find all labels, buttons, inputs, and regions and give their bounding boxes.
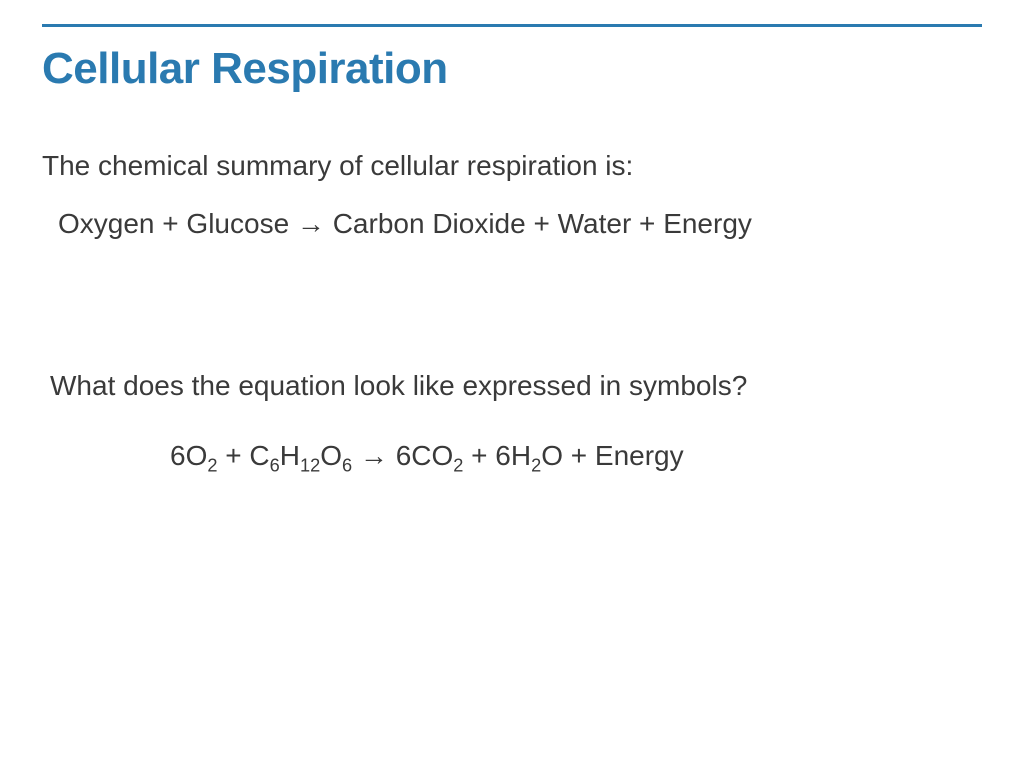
- formula-tail: O + Energy: [541, 440, 683, 471]
- symbol-equation: 6O2 + C6H12O6 → 6CO2 + 6H2O + Energy: [170, 440, 684, 472]
- subscript: 2: [453, 456, 463, 476]
- plus-sign: +: [155, 208, 187, 239]
- product-energy: Energy: [663, 208, 752, 239]
- word-equation: Oxygen + Glucose → Carbon Dioxide + Wate…: [58, 208, 752, 240]
- formula-glucose-c: + C: [217, 440, 269, 471]
- formula-o2-coef: 6O: [170, 440, 207, 471]
- formula-h2o: + 6H: [463, 440, 531, 471]
- product-water: Water: [558, 208, 632, 239]
- title-divider: [42, 24, 982, 27]
- subscript: 2: [531, 456, 541, 476]
- subscript: 6: [270, 456, 280, 476]
- plus-sign: +: [526, 208, 558, 239]
- subscript: 6: [342, 456, 352, 476]
- subscript: 2: [207, 456, 217, 476]
- reactant-glucose: Glucose: [186, 208, 289, 239]
- subscript: 12: [300, 456, 320, 476]
- formula-co2: 6CO: [396, 440, 454, 471]
- formula-glucose-o: O: [320, 440, 342, 471]
- question-text: What does the equation look like express…: [50, 370, 747, 402]
- arrow-icon: →: [289, 208, 333, 239]
- slide-title: Cellular Respiration: [42, 44, 448, 94]
- formula-glucose-h: H: [280, 440, 300, 471]
- reactant-oxygen: Oxygen: [58, 208, 155, 239]
- arrow-icon: →: [352, 440, 396, 471]
- intro-text: The chemical summary of cellular respira…: [42, 150, 633, 182]
- product-co2: Carbon Dioxide: [333, 208, 526, 239]
- plus-sign: +: [631, 208, 663, 239]
